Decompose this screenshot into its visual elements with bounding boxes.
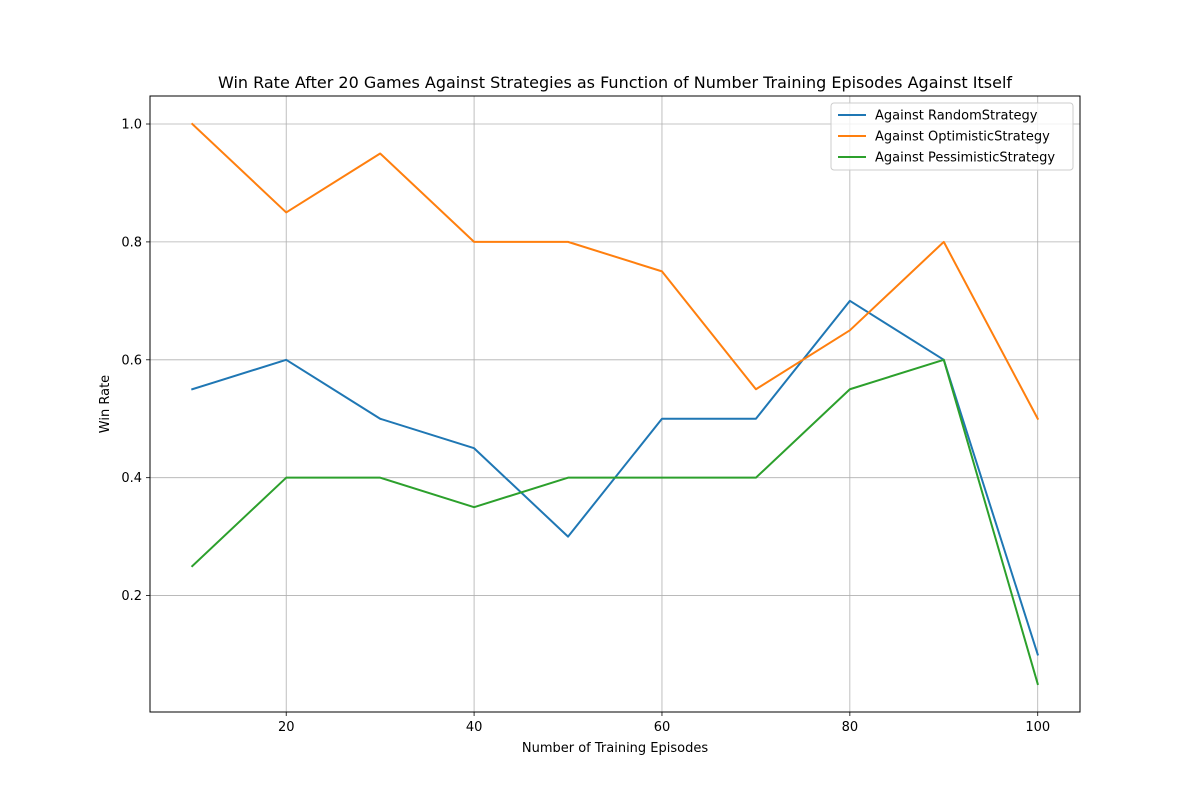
series-lines [190,122,1040,686]
y-tick-label: 0.8 [121,235,142,250]
y-tick-label: 0.6 [121,353,142,368]
x-tick-label: 40 [466,720,483,735]
y-tick-label: 0.4 [121,471,142,486]
y-tick-label: 1.0 [121,118,142,133]
x-axis-ticks: 20 40 60 80 100 [278,712,1050,735]
x-tick-label: 60 [654,720,671,735]
y-axis-ticks: 0.2 0.4 0.6 0.8 1.0 [121,118,150,604]
series-line-3 [190,358,1039,686]
legend-box [830,102,1074,171]
x-tick-label: 20 [278,720,295,735]
legend: Against RandomStrategy Against Optimistic… [830,102,1074,171]
series-line-2 [190,122,1040,421]
y-axis-label: Win Rate [98,375,113,433]
legend-label: Against RandomStrategy [875,109,1038,124]
x-tick-label: 80 [842,720,859,735]
x-tick-label: 100 [1025,720,1050,735]
x-axis-label: Number of Training Episodes [522,741,708,756]
legend-label: Against OptimisticStrategy [875,130,1050,145]
legend-label: Against PessimisticStrategy [875,151,1055,166]
chart-title: Win Rate After 20 Games Against Strategi… [218,73,1012,92]
plot-frame [149,95,1081,713]
y-tick-label: 0.2 [121,589,142,604]
